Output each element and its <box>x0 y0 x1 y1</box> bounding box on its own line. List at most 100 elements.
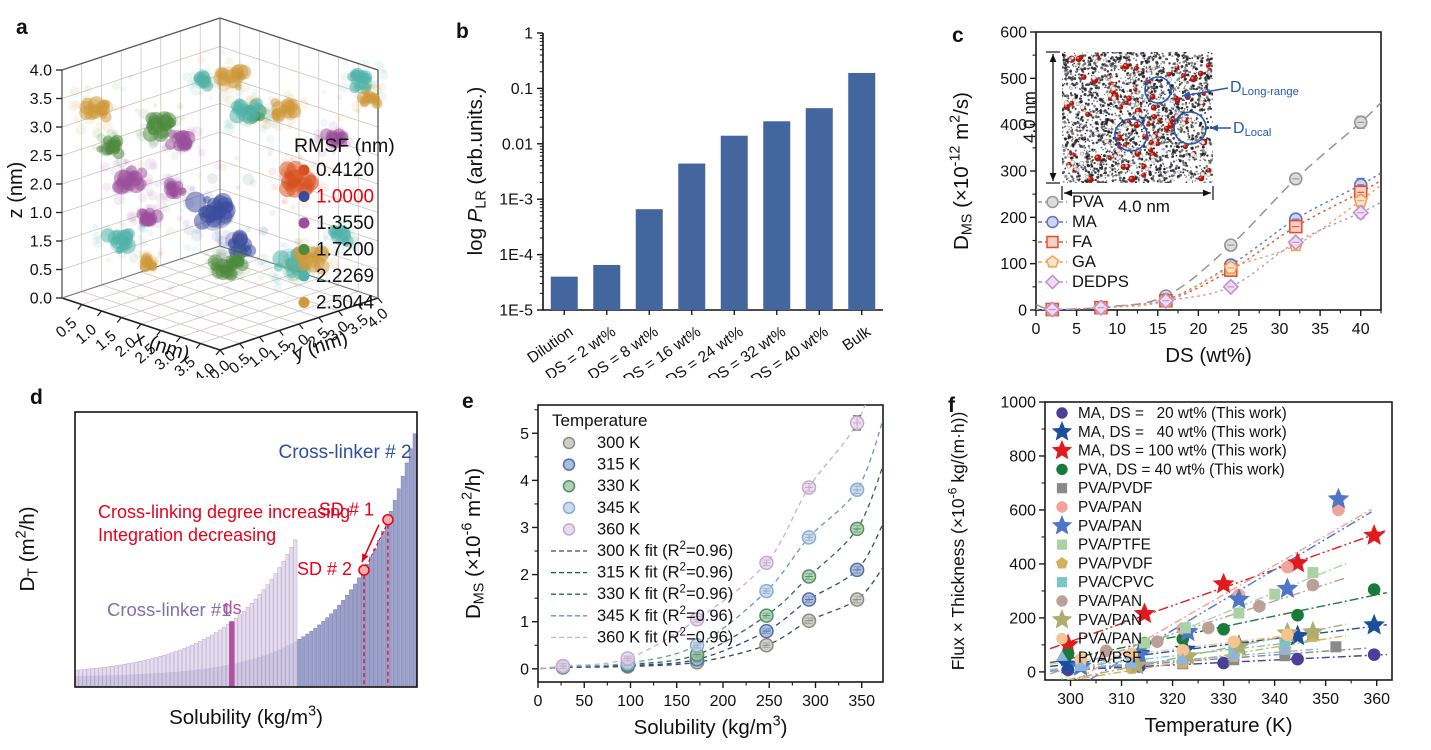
svg-text:1.0000: 1.0000 <box>316 187 374 208</box>
svg-text:315 K: 315 K <box>597 456 640 474</box>
svg-text:0: 0 <box>1032 321 1041 338</box>
panel-d-label: d <box>30 386 43 409</box>
svg-text:340: 340 <box>1261 691 1288 708</box>
svg-text:250: 250 <box>756 693 783 710</box>
svg-text:360: 360 <box>1363 691 1390 708</box>
svg-text:log PLR (arb.units.): log PLR (arb.units.) <box>464 87 490 256</box>
svg-text:600: 600 <box>1000 25 1027 42</box>
svg-text:0.01: 0.01 <box>502 136 533 153</box>
svg-text:4: 4 <box>520 473 529 490</box>
svg-text:35: 35 <box>1311 321 1329 338</box>
panel-e: e 0 50 100 150 200 250 300 350 0 1 2 3 4 5 Solubility … <box>440 378 930 750</box>
svg-text:4.0 nm: 4.0 nm <box>1020 91 1039 143</box>
panel-a: a 4.0 3.5 3.0 2.5 2.0 1.0 1.5 0.5 0.0 0.5 1.0 1.5 2.… <box>0 0 440 378</box>
svg-text:DT (m2/h): DT (m2/h) <box>13 506 41 591</box>
panel-f-label: f <box>948 394 955 417</box>
svg-text:350: 350 <box>1312 691 1339 708</box>
svg-text:800: 800 <box>1009 448 1036 465</box>
svg-text:GA: GA <box>1072 253 1096 271</box>
panel-c: c 0 5 10 15 20 25 30 35 40 0 100 200 300 400 500 600 DS … <box>930 0 1431 378</box>
panel-e-plot: 0 50 100 150 200 250 300 350 0 1 2 3 4 5 Solubility (k… <box>459 404 884 739</box>
panel-f-plot: 300 310 320 330 340 350 360 0 200 400 600 800 1000 Te… <box>946 395 1393 737</box>
svg-text:Integration decreasing: Integration decreasing <box>98 525 276 545</box>
svg-text:345 K: 345 K <box>597 499 640 517</box>
svg-text:2.5: 2.5 <box>30 148 52 165</box>
svg-text:100: 100 <box>617 693 644 710</box>
svg-text:PVA/PAN: PVA/PAN <box>1078 631 1142 648</box>
panel-a-plot: 4.03.53.02.52.01.01.50.50.00.51.01.52.02… <box>5 17 395 378</box>
svg-text:100: 100 <box>1000 256 1027 273</box>
svg-text:300 K: 300 K <box>597 434 640 452</box>
panel-e-label: e <box>462 390 474 413</box>
svg-text:MA, DS = 20 wt% (This work): MA, DS = 20 wt% (This work) <box>1078 405 1287 422</box>
svg-text:2.5044: 2.5044 <box>316 293 375 314</box>
svg-text:ds: ds <box>223 598 242 618</box>
svg-text:5: 5 <box>520 426 529 443</box>
svg-text:345 K fit (R2=0.96): 345 K fit (R2=0.96) <box>597 605 733 625</box>
panel-b-label: b <box>456 20 469 43</box>
svg-text:Temperature (K): Temperature (K) <box>1144 714 1292 737</box>
svg-text:DMS (×10-6 m2/h): DMS (×10-6 m2/h) <box>459 468 487 619</box>
svg-text:1E-5: 1E-5 <box>499 303 533 320</box>
svg-text:Cross-linker # 2: Cross-linker # 2 <box>278 442 411 463</box>
svg-text:0.4120: 0.4120 <box>316 160 374 181</box>
svg-text:50: 50 <box>575 693 593 710</box>
svg-text:RMSF (nm): RMSF (nm) <box>294 135 395 157</box>
svg-text:PVA/PVDF: PVA/PVDF <box>1078 555 1153 572</box>
svg-text:0: 0 <box>1027 664 1036 681</box>
svg-text:0: 0 <box>520 661 529 678</box>
svg-text:20: 20 <box>1189 321 1207 338</box>
svg-text:PVA/PAN: PVA/PAN <box>1078 593 1142 610</box>
svg-text:40: 40 <box>1352 321 1370 338</box>
svg-text:SD # 2: SD # 2 <box>297 559 352 579</box>
svg-text:1E-4: 1E-4 <box>499 247 533 264</box>
svg-text:1: 1 <box>524 26 533 43</box>
svg-text:400: 400 <box>1009 556 1036 573</box>
panel-f: f 300 310 320 330 340 350 360 0 200 400 600 800 1000… <box>930 378 1431 750</box>
svg-text:0.1: 0.1 <box>511 81 533 98</box>
svg-text:Solubility (kg/m3): Solubility (kg/m3) <box>634 713 788 739</box>
svg-text:1: 1 <box>520 614 529 631</box>
svg-text:PVA, DS = 40 wt% (This work): PVA, DS = 40 wt% (This work) <box>1078 461 1285 478</box>
svg-text:Cross-linker #1: Cross-linker #1 <box>107 599 231 620</box>
svg-text:PVA/PSF: PVA/PSF <box>1078 649 1141 666</box>
svg-text:DLong-range: DLong-range <box>1230 79 1299 98</box>
svg-text:Solubility (kg/m3): Solubility (kg/m3) <box>169 703 323 729</box>
svg-text:1.0: 1.0 <box>30 205 52 222</box>
svg-text:Cross-linking degree increasin: Cross-linking degree increasing <box>98 502 350 522</box>
svg-text:PVA/CPVC: PVA/CPVC <box>1078 574 1154 591</box>
svg-text:PVA/PAN: PVA/PAN <box>1078 518 1142 535</box>
svg-text:DS (wt%): DS (wt%) <box>1165 344 1252 367</box>
svg-text:1.7200: 1.7200 <box>316 240 374 261</box>
svg-text:300: 300 <box>1057 691 1084 708</box>
svg-text:5: 5 <box>1072 321 1081 338</box>
svg-text:30: 30 <box>1271 321 1289 338</box>
svg-text:3.5: 3.5 <box>30 91 52 108</box>
svg-text:330 K fit (R2=0.96): 330 K fit (R2=0.96) <box>597 583 733 603</box>
svg-text:3: 3 <box>520 520 529 537</box>
md-snapshot-inset <box>1062 52 1213 183</box>
svg-text:PVA: PVA <box>1072 193 1104 211</box>
svg-text:360 K: 360 K <box>597 520 640 538</box>
svg-text:SD # 1: SD # 1 <box>319 500 374 520</box>
svg-text:0.5: 0.5 <box>30 262 52 279</box>
svg-text:MA: MA <box>1072 213 1097 231</box>
panel-d-plot: SD # 1 SD # 2 Cross-linker # 2 Cross-linkin… <box>13 411 418 729</box>
svg-text:PVA/PAN: PVA/PAN <box>1078 499 1142 516</box>
panel-c-label: c <box>952 24 964 47</box>
panel-a-label: a <box>16 16 28 39</box>
svg-text:400: 400 <box>1000 117 1027 134</box>
svg-text:Temperature: Temperature <box>552 411 647 430</box>
svg-text:MA, DS = 40 wt% (This work): MA, DS = 40 wt% (This work) <box>1078 424 1287 441</box>
svg-text:200: 200 <box>710 693 737 710</box>
svg-text:2: 2 <box>520 567 529 584</box>
svg-text:15: 15 <box>1149 321 1167 338</box>
svg-text:1E-3: 1E-3 <box>499 192 533 209</box>
svg-text:300: 300 <box>802 693 829 710</box>
panel-b: b 1 0.1 0.01 1E-3 1E-4 1E-5 Dilution DS = 2 wt%… <box>440 0 930 378</box>
svg-text:0: 0 <box>534 693 543 710</box>
svg-text:z (nm): z (nm) <box>5 162 27 219</box>
